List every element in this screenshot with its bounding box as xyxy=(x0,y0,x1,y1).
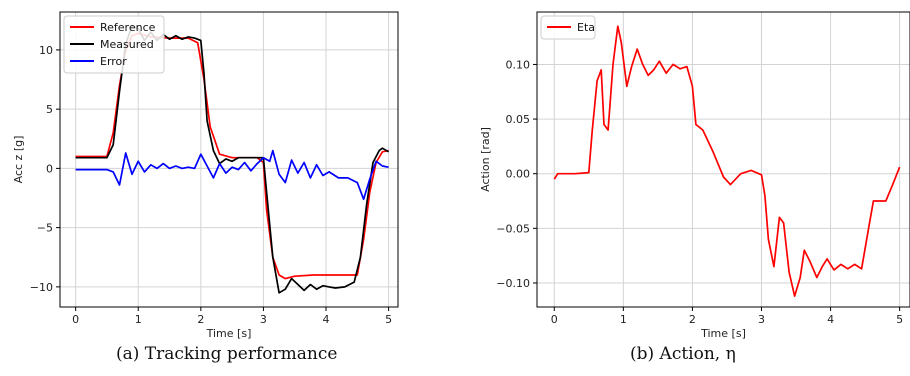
x-tick-label: 5 xyxy=(385,313,392,326)
y-tick-label: 0.00 xyxy=(506,168,531,181)
x-tick-label: 1 xyxy=(620,313,627,326)
y-tick-label: 10 xyxy=(39,44,53,57)
series-line-error xyxy=(75,149,389,201)
y-tick-label: −10 xyxy=(30,281,53,294)
x-tick-label: 1 xyxy=(135,313,142,326)
x-tick-label: 2 xyxy=(689,313,696,326)
caption-tracking-performance: (a) Tracking performance xyxy=(116,344,338,364)
y-tick-label: 5 xyxy=(46,103,53,116)
x-tick-label: 3 xyxy=(758,313,765,326)
series-line-eta xyxy=(553,25,901,297)
legend-box xyxy=(63,15,165,74)
y-tick-label: 0.05 xyxy=(506,113,531,126)
x-tick-label: 3 xyxy=(260,313,267,326)
y-tick-label: −0.05 xyxy=(496,222,530,235)
x-axis-label: Time [s] xyxy=(206,327,252,340)
tracking-performance-chart: 0 1 2 3 4 5 −10 −5 0 5 10 Time [s] Acc z [g] Referenc… xyxy=(12,11,399,340)
legend-label: Measured xyxy=(100,38,154,51)
x-tick-label: 0 xyxy=(551,313,558,326)
plot-frame xyxy=(59,11,399,308)
y-tick-label: −5 xyxy=(37,222,53,235)
legend-label: Error xyxy=(100,55,127,68)
x-axis-label: Time [s] xyxy=(700,327,746,340)
x-tick-label: 5 xyxy=(896,313,903,326)
y-tick-label: 0.10 xyxy=(506,58,531,71)
y-axis-label: Action [rad] xyxy=(479,127,492,192)
x-tick-label: 2 xyxy=(197,313,204,326)
series-group xyxy=(553,25,901,297)
y-tick-label: −0.10 xyxy=(496,277,530,290)
x-tick-label: 0 xyxy=(72,313,79,326)
plot-frame xyxy=(536,11,910,308)
legend-label: Eta xyxy=(577,21,595,34)
x-tick-label: 4 xyxy=(323,313,330,326)
caption-action-eta: (b) Action, η xyxy=(630,344,736,364)
legend-label: Reference xyxy=(100,21,156,34)
y-tick-label: 0 xyxy=(46,162,53,175)
x-tick-label: 4 xyxy=(827,313,834,326)
y-axis-label: Acc z [g] xyxy=(12,136,25,184)
action-eta-chart: 0 1 2 3 4 5 −0.10 −0.05 0.00 0.05 0.10 Time [s] Acti… xyxy=(479,11,910,340)
